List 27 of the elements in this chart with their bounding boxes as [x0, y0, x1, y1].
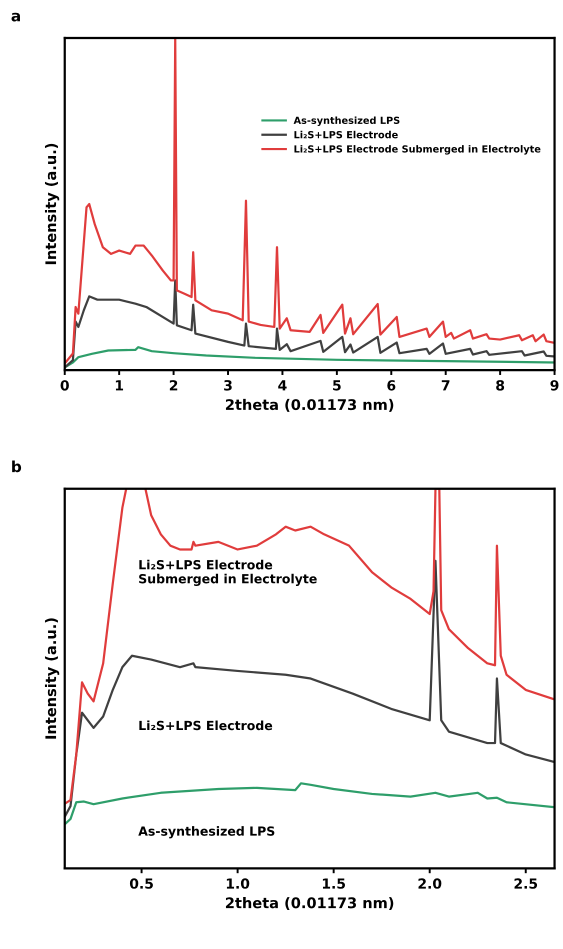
- x-tick-label: 0.5: [130, 878, 153, 889]
- x-tick-label: 8: [496, 380, 504, 391]
- text: As-synthesized LPS: [138, 826, 274, 838]
- x-tick-label: 3: [224, 380, 232, 391]
- x-axis-title: 2theta (0.01173 nm): [226, 398, 394, 412]
- y-axis-title: Intensity (a.u.): [44, 618, 60, 739]
- x-tick-label: 5: [333, 380, 341, 391]
- x-tick-label: 4: [278, 380, 287, 390]
- x-tick-label: 6: [387, 380, 396, 391]
- series-label: Li₂S+LPS Electrode Submerged in Electrolyte: [139, 560, 317, 586]
- chart-title: a: [12, 12, 20, 22]
- x-axis-title: 2theta (0.01173 nm): [226, 897, 394, 910]
- x-tick-label: 9: [550, 380, 558, 391]
- legend-label: Li₂S+LPS Electrode Submerged in Electrolyte: [294, 145, 540, 155]
- x-tick-label: 1: [116, 380, 124, 390]
- x-tick-label: 1.5: [322, 878, 345, 889]
- y-axis-title: Intensity (a.u.): [44, 144, 60, 264]
- legend-label: Li₂S+LPS Electrode: [294, 130, 398, 138]
- x-tick-label: 2: [170, 380, 178, 390]
- text: Li₂S+LPS Electrode: [139, 720, 272, 730]
- legend-label: As-synthesized LPS: [294, 116, 400, 126]
- chart-title: b: [12, 460, 22, 472]
- x-tick-label: 2.5: [514, 878, 538, 889]
- x-tick-label: 0: [60, 380, 69, 391]
- x-tick-label: 2.0: [418, 878, 442, 889]
- x-tick-label: 1.0: [226, 878, 250, 889]
- x-tick-label: 7: [442, 380, 450, 390]
